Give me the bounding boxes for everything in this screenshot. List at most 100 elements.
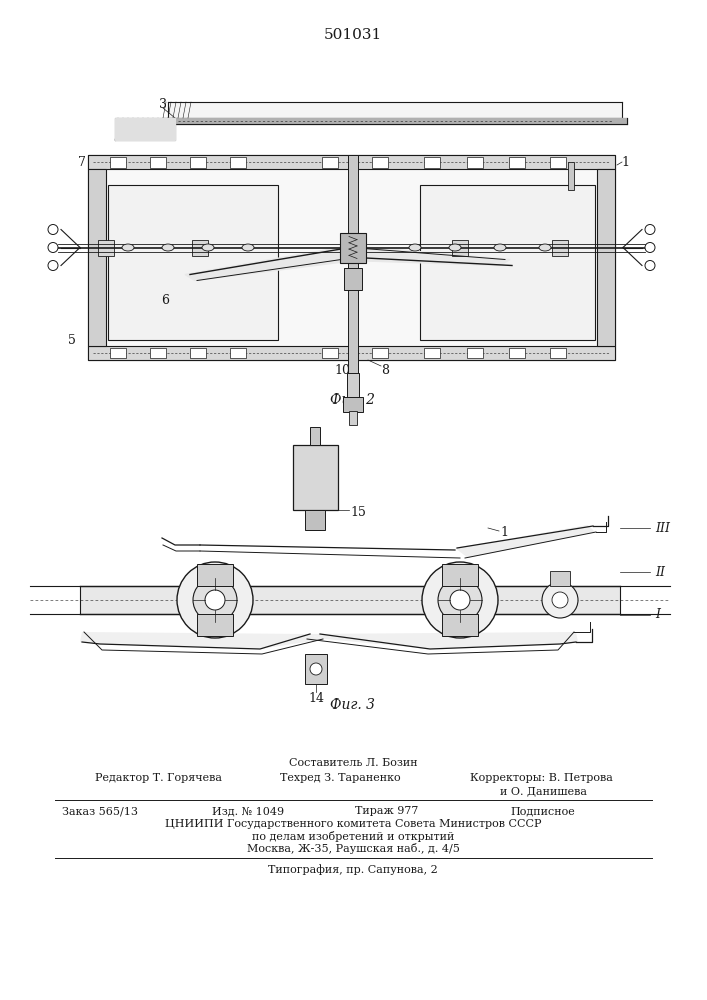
Text: I: I — [655, 608, 660, 621]
Ellipse shape — [162, 244, 174, 251]
Polygon shape — [305, 632, 578, 649]
Text: Москва, Ж-35, Раушская наб., д. 4/5: Москва, Ж-35, Раушская наб., д. 4/5 — [247, 842, 460, 854]
Bar — [343, 397, 363, 412]
Ellipse shape — [242, 244, 254, 251]
Bar — [80, 586, 620, 614]
Ellipse shape — [494, 244, 506, 251]
Bar — [442, 614, 478, 636]
Bar — [424, 157, 440, 168]
Circle shape — [177, 562, 253, 638]
Bar — [372, 157, 388, 168]
Circle shape — [645, 260, 655, 270]
Polygon shape — [351, 246, 510, 265]
Text: 8: 8 — [381, 363, 389, 376]
Bar — [108, 185, 278, 340]
Circle shape — [193, 578, 237, 622]
Bar — [305, 654, 327, 684]
Bar — [310, 470, 320, 530]
Text: 14: 14 — [308, 692, 324, 706]
Text: 1: 1 — [500, 526, 508, 538]
Bar — [192, 239, 208, 255]
Bar — [310, 427, 320, 445]
Bar — [568, 162, 574, 190]
Bar — [230, 348, 246, 358]
Circle shape — [422, 562, 498, 638]
Bar — [293, 445, 338, 510]
Bar — [98, 239, 114, 255]
Text: 7: 7 — [78, 155, 86, 168]
Text: Типография, пр. Сапунова, 2: Типография, пр. Сапунова, 2 — [268, 865, 438, 875]
Text: Техред З. Тараненко: Техред З. Тараненко — [280, 773, 401, 783]
Text: 1: 1 — [621, 155, 629, 168]
Circle shape — [438, 578, 482, 622]
Bar — [110, 157, 126, 168]
Circle shape — [645, 242, 655, 252]
Text: Подписное: Подписное — [510, 806, 575, 816]
Text: и О. Данишева: и О. Данишева — [500, 786, 587, 796]
Bar — [372, 348, 388, 358]
Bar — [550, 157, 566, 168]
Bar — [349, 411, 357, 425]
Text: Тираж 977: Тираж 977 — [355, 806, 419, 816]
Ellipse shape — [122, 244, 134, 251]
Text: 3: 3 — [159, 99, 167, 111]
Text: Редактор Т. Горячева: Редактор Т. Горячева — [95, 773, 222, 783]
Bar — [550, 348, 566, 358]
Polygon shape — [185, 246, 355, 280]
Polygon shape — [168, 102, 622, 118]
Circle shape — [552, 592, 568, 608]
Bar — [420, 185, 595, 340]
Bar — [347, 373, 359, 398]
Text: 10: 10 — [334, 363, 350, 376]
Bar — [230, 157, 246, 168]
Bar — [197, 564, 233, 586]
Bar — [88, 346, 615, 360]
Circle shape — [542, 582, 578, 618]
Text: 15: 15 — [350, 506, 366, 518]
Bar — [322, 157, 338, 168]
Text: Заказ 565/13: Заказ 565/13 — [62, 806, 138, 816]
Circle shape — [48, 242, 58, 252]
Ellipse shape — [449, 244, 461, 251]
Circle shape — [450, 590, 470, 610]
Bar — [467, 348, 483, 358]
Text: II: II — [655, 566, 665, 578]
Circle shape — [310, 663, 322, 675]
Text: по делам изобретений и открытий: по делам изобретений и открытий — [252, 830, 454, 842]
Text: 6: 6 — [161, 294, 169, 306]
Text: ЦНИИПИ Государственного комитета Совета Министров СССР: ЦНИИПИ Государственного комитета Совета … — [165, 819, 542, 829]
Polygon shape — [80, 632, 325, 649]
Circle shape — [48, 260, 58, 270]
Text: Корректоры: В. Петрова: Корректоры: В. Петрова — [470, 773, 613, 783]
Bar — [442, 564, 478, 586]
Bar — [190, 348, 206, 358]
Bar — [348, 155, 358, 400]
Bar — [197, 614, 233, 636]
Bar — [344, 267, 362, 290]
Bar — [467, 157, 483, 168]
Bar — [452, 239, 468, 255]
Bar — [597, 169, 615, 346]
Bar — [150, 348, 166, 358]
Bar — [340, 232, 366, 262]
Bar — [550, 571, 570, 586]
Text: Изд. № 1049: Изд. № 1049 — [212, 806, 284, 816]
Bar — [424, 348, 440, 358]
Polygon shape — [115, 118, 175, 140]
Circle shape — [48, 225, 58, 234]
Text: Фиг. 3: Фиг. 3 — [330, 698, 375, 712]
Text: Фиг. 2: Фиг. 2 — [330, 393, 375, 407]
Bar — [150, 157, 166, 168]
Bar — [110, 348, 126, 358]
Ellipse shape — [539, 244, 551, 251]
Bar — [322, 348, 338, 358]
Bar — [305, 510, 325, 530]
Bar — [88, 169, 106, 346]
Text: Составитель Л. Бозин: Составитель Л. Бозин — [288, 758, 417, 768]
Circle shape — [645, 225, 655, 234]
Bar — [88, 155, 615, 169]
Bar — [509, 348, 525, 358]
Bar — [190, 157, 206, 168]
Text: 5: 5 — [68, 334, 76, 347]
Text: III: III — [655, 522, 670, 534]
